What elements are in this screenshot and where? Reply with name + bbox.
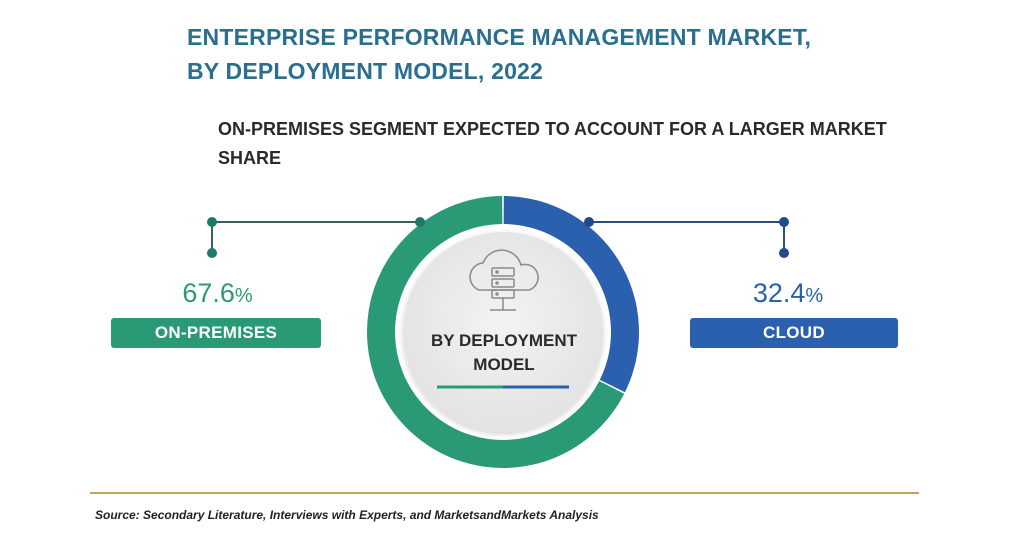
on-premises-value: 67.6 <box>182 278 235 308</box>
cloud-label: CLOUD <box>690 318 898 348</box>
cloud-value: 32.4 <box>752 278 806 308</box>
center-label-line-1: BY DEPLOYMENT <box>430 331 578 350</box>
chart-subtitle-line-2: SHARE <box>218 148 282 168</box>
center-label-line-2: MODEL <box>473 355 535 374</box>
donut-center <box>403 232 603 432</box>
chart-subtitle: ON-PREMISES SEGMENT EXPECTED TO ACCOUNT … <box>218 115 918 173</box>
on-premises-percentage: 67.6% <box>170 278 265 309</box>
chart-title: ENTERPRISE PERFORMANCE MANAGEMENT MARKET… <box>187 20 827 88</box>
source-note: Source: Secondary Literature, Interviews… <box>95 508 599 522</box>
cloud-percentage: 32.4% <box>738 278 838 309</box>
center-label: BY DEPLOYMENT MODEL <box>418 329 590 377</box>
cloud-unit: % <box>805 285 824 307</box>
on-premises-label: ON-PREMISES <box>111 318 321 348</box>
cloud-server-icon <box>469 249 539 311</box>
connector-cloud <box>584 217 789 258</box>
source-divider <box>90 492 919 494</box>
connector-on-premises <box>207 217 425 258</box>
chart-subtitle-line-1: ON-PREMISES SEGMENT EXPECTED TO ACCOUNT … <box>218 119 887 139</box>
chart-title-line-1: ENTERPRISE PERFORMANCE MANAGEMENT MARKET… <box>187 24 812 50</box>
chart-title-line-2: BY DEPLOYMENT MODEL, 2022 <box>187 58 544 84</box>
on-premises-unit: % <box>234 285 253 307</box>
donut-slice-cloud <box>503 196 640 393</box>
